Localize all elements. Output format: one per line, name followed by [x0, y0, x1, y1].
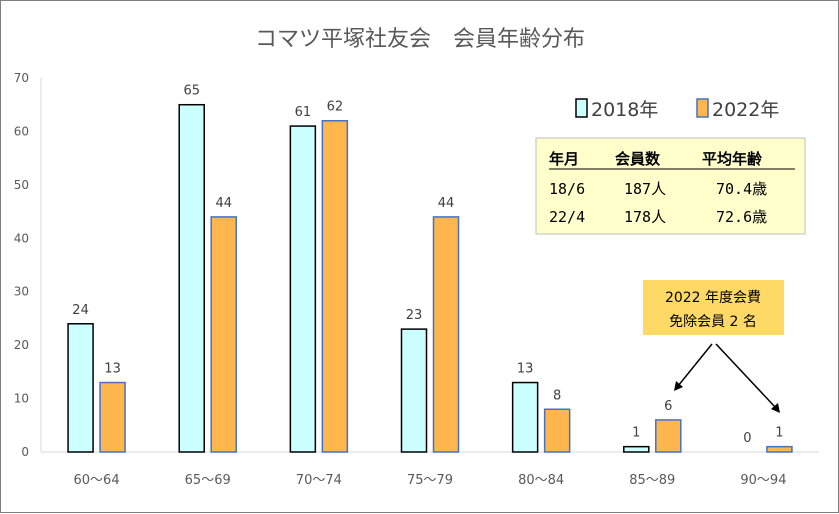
table-header-members: 会員数: [615, 150, 661, 168]
y-tick-label: 20: [14, 338, 29, 352]
bar-2018: [289, 125, 317, 453]
table-header-date: 年月: [549, 150, 579, 168]
x-tick-label: 90～94: [740, 473, 786, 488]
y-tick-label: 60: [14, 124, 29, 138]
chart-title: コマツ平塚社友会 会員年齢分布: [255, 27, 585, 52]
bar-2018: [400, 328, 428, 453]
y-tick-label: 10: [14, 392, 29, 406]
data-label: 1: [775, 426, 783, 441]
callout: 2022 年度会費 免除会員 2 名: [643, 280, 784, 413]
bar-2018: [67, 323, 94, 453]
callout-arrow-right: [715, 343, 777, 409]
y-tick-label: 30: [14, 285, 29, 299]
data-label: 61: [295, 105, 312, 120]
data-label: 6: [664, 399, 672, 414]
x-tick-label: 85～89: [629, 473, 675, 488]
table-cell-date: 18/6: [549, 180, 585, 198]
bar-2022: [543, 408, 571, 453]
data-label: 44: [215, 196, 232, 211]
callout-line-1: 2022 年度会費: [665, 290, 761, 306]
bar-2022: [210, 216, 237, 453]
y-tick-label: 70: [14, 71, 29, 85]
legend: 2018年 2022年: [575, 98, 779, 121]
table-cell-avg-age: 70.4歳: [716, 180, 767, 198]
data-label: 23: [406, 308, 423, 323]
bars: [67, 103, 793, 453]
data-labels: 24 13 65 44 61 62 23 44 13 8 1 6 0 1: [72, 84, 783, 446]
callout-line-2: 免除会員 2 名: [669, 314, 757, 330]
legend-label-2022: 2022年: [712, 99, 779, 121]
y-tick-label: 50: [14, 178, 29, 192]
callout-arrowhead-right: [771, 403, 780, 413]
data-label: 44: [438, 196, 455, 211]
table-cell-members: 187人: [624, 180, 666, 198]
legend-swatch-2022: [696, 98, 709, 118]
x-tick-label: 65～69: [185, 473, 231, 488]
axes: [40, 78, 819, 453]
bar-2018: [511, 381, 539, 453]
legend-swatch-2018: [575, 98, 588, 118]
x-tick-label: 70～74: [296, 473, 342, 488]
x-tick-label: 75～79: [407, 473, 453, 488]
table-cell-date: 22/4: [549, 208, 585, 226]
y-tick-labels: 0 10 20 30 40 50 60 70: [14, 71, 29, 459]
data-label: 0: [743, 431, 751, 446]
data-label: 24: [72, 303, 89, 318]
table-cell-members: 178人: [624, 208, 666, 226]
data-label: 13: [104, 362, 121, 377]
data-label: 8: [553, 388, 561, 403]
bar-2018: [178, 103, 205, 453]
y-tick-label: 0: [21, 445, 29, 459]
bar-2018: [623, 445, 650, 453]
data-label: 13: [517, 362, 534, 377]
x-tick-labels: 60～64 65～69 70～74 75～79 80～84 85～89 90～94: [74, 473, 787, 488]
callout-arrowhead-left: [674, 381, 683, 391]
bar-2022: [655, 419, 682, 453]
table-cell-avg-age: 72.6歳: [716, 208, 767, 226]
y-tick-label: 40: [14, 231, 29, 245]
data-label: 65: [183, 84, 200, 99]
callout-box: [643, 280, 784, 335]
callout-arrow-left: [677, 343, 713, 387]
summary-table: 年月 会員数 平均年齢 18/6 187人 70.4歳 22/4 178人 72…: [535, 137, 806, 235]
bar-2022: [321, 119, 349, 453]
bar-2022: [99, 381, 126, 453]
summary-table-background: [535, 137, 806, 235]
data-label: 1: [632, 426, 640, 441]
x-tick-label: 80～84: [518, 473, 564, 488]
bar-2022: [432, 216, 460, 453]
legend-label-2018: 2018年: [591, 99, 658, 121]
bar-2022: [766, 445, 793, 453]
x-tick-label: 60～64: [74, 473, 120, 488]
table-header-avg-age: 平均年齢: [702, 150, 763, 168]
data-label: 62: [327, 100, 344, 115]
